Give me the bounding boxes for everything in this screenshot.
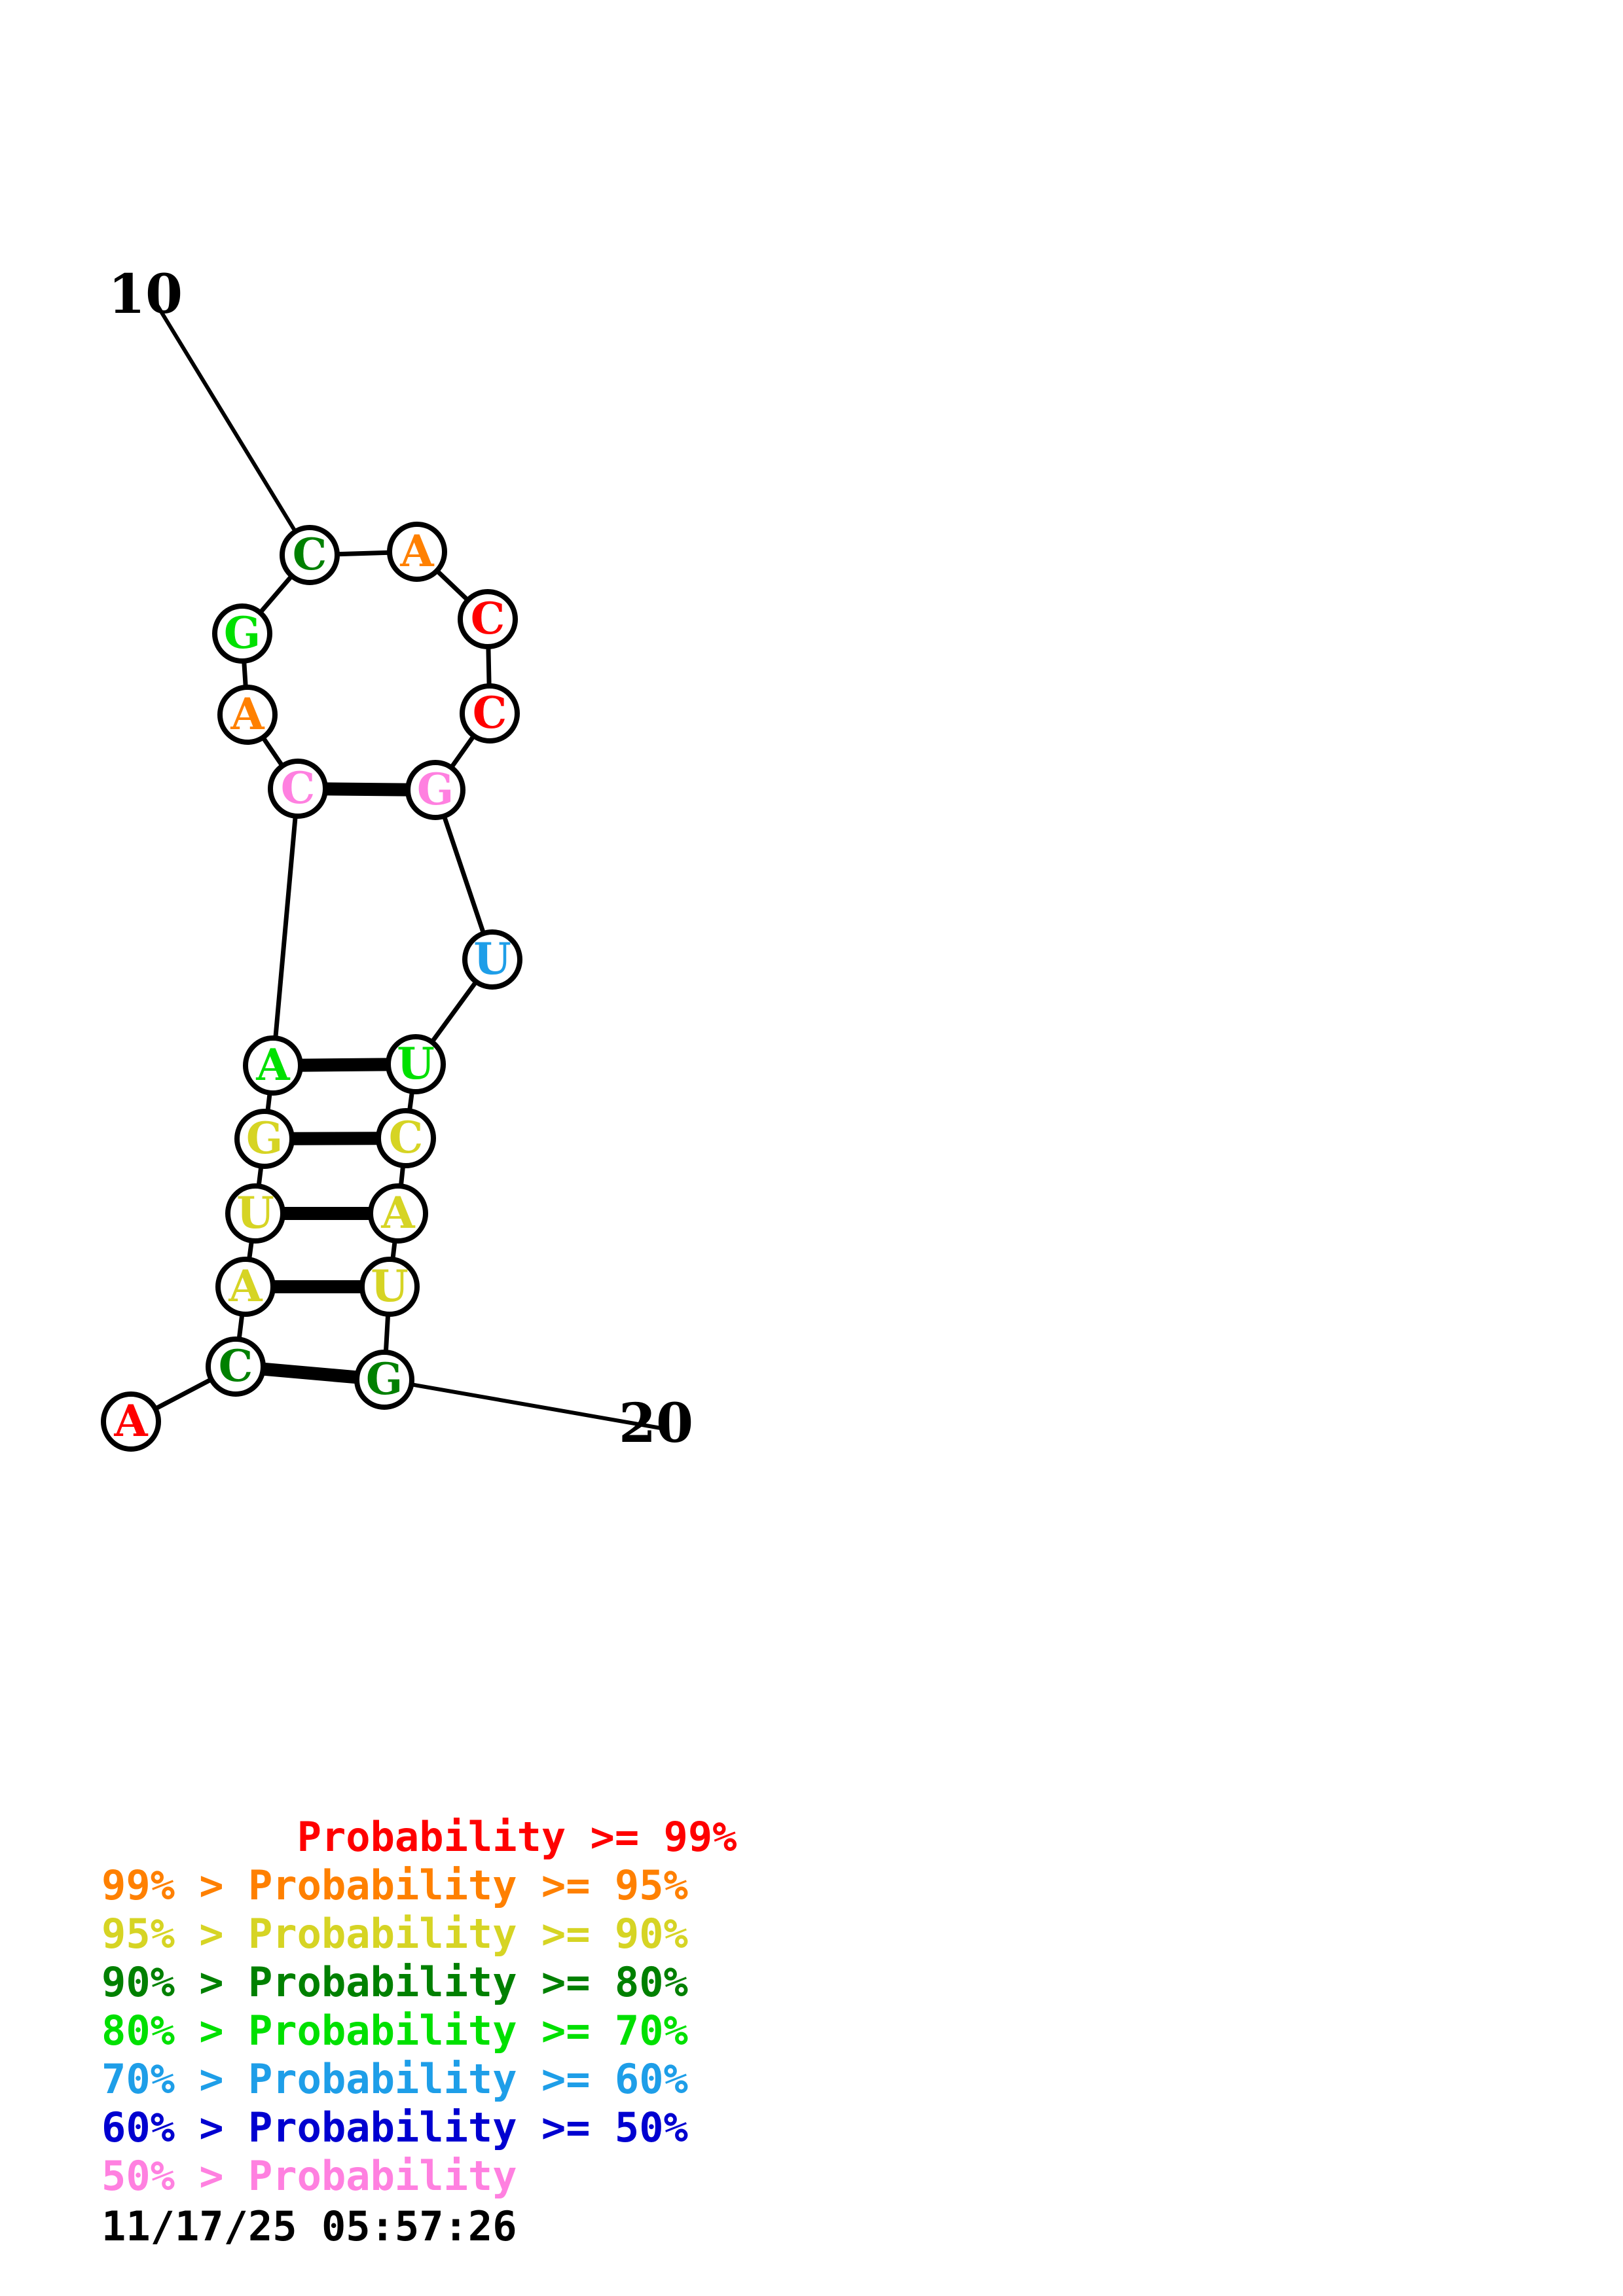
nucleotide-c[interactable]: C	[376, 1108, 436, 1168]
nucleotide-a[interactable]: A	[387, 522, 447, 582]
nucleotide-label: U	[473, 933, 511, 984]
nucleotide-label: A	[380, 1187, 415, 1238]
legend-row-left	[101, 1813, 297, 1861]
nucleotide-u[interactable]: U	[462, 929, 522, 990]
nucleotide-g[interactable]: G	[405, 760, 465, 820]
legend-row-left: 60% >	[101, 2104, 248, 2151]
legend-row-text: Probability >= 70%	[247, 2007, 688, 2054]
label-10: 10	[108, 263, 183, 326]
nucleotide-label: U	[236, 1187, 274, 1238]
legend-row: Probability >= 99%	[101, 1813, 887, 1861]
nucleotide-label: G	[246, 1113, 283, 1164]
nucleotide-a[interactable]: A	[368, 1183, 428, 1244]
timestamp: 11/17/25 05:57:26	[101, 2202, 517, 2250]
nucleotide-g[interactable]: G	[212, 603, 272, 664]
legend-row: 50% > Probability	[101, 2152, 887, 2200]
backbone-bonds	[153, 550, 492, 1411]
legend-row-text: Probability	[247, 2152, 517, 2200]
legend-row-left: 50% >	[101, 2152, 248, 2200]
position-leader-lines	[152, 298, 666, 1431]
legend-row-text: Probability >= 99%	[297, 1813, 737, 1861]
nucleotide-u[interactable]: U	[386, 1034, 446, 1094]
nucleotide-label: A	[113, 1395, 148, 1446]
nucleotide-c[interactable]: C	[458, 589, 518, 649]
nucleotide-g[interactable]: G	[234, 1109, 295, 1169]
legend-row-text: Probability >= 80%	[247, 1958, 688, 2006]
nucleotide-c[interactable]: C	[280, 525, 340, 585]
nucleotide-label: U	[397, 1038, 435, 1089]
nucleotide-g[interactable]: G	[354, 1350, 414, 1410]
label-20: 20	[619, 1392, 693, 1455]
legend-row-left: 99% >	[101, 1861, 248, 1909]
nucleotide-label: A	[228, 1261, 263, 1312]
position-number-labels: 10 20	[108, 263, 693, 1455]
legend-row: 60% > Probability >= 50%	[101, 2104, 887, 2152]
nucleotide-label: C	[293, 529, 327, 580]
nucleotide-label: G	[417, 764, 454, 815]
legend-row: 99% > Probability >= 95%	[101, 1861, 887, 1910]
nucleotide-label: A	[230, 689, 264, 740]
nucleotide-label: A	[255, 1039, 290, 1090]
legend-row-text: Probability >= 50%	[247, 2104, 688, 2151]
nucleotide-a[interactable]: A	[101, 1391, 161, 1452]
legend-row: 90% > Probability >= 80%	[101, 1958, 887, 2007]
nucleotide-label: C	[219, 1340, 253, 1391]
nucleotide-label: C	[281, 762, 316, 814]
legend-row: 80% > Probability >= 70%	[101, 2007, 887, 2055]
nucleotide-u[interactable]: U	[359, 1257, 420, 1317]
legend-row: 95% > Probability >= 90%	[101, 1910, 887, 1958]
nucleotide-a[interactable]: A	[243, 1035, 303, 1096]
nucleotide-a[interactable]: A	[215, 1257, 276, 1317]
legend-row-left: 90% >	[101, 1958, 248, 2006]
legend-row-text: Probability >= 90%	[247, 1910, 688, 1958]
nucleotide-a[interactable]: A	[217, 685, 278, 745]
base-pair-bonds	[262, 782, 409, 1384]
nucleotide-c[interactable]: C	[206, 1336, 266, 1397]
nucleotide-label: G	[224, 607, 261, 658]
legend-row-text: Probability >= 95%	[247, 1861, 688, 1909]
nucleotide-label: A	[399, 526, 434, 577]
nucleotide-label: C	[473, 687, 507, 738]
legend-row: 70% > Probability >= 60%	[101, 2055, 887, 2104]
legend-row-left: 80% >	[101, 2007, 248, 2054]
legend-row-left: 95% >	[101, 1910, 248, 1958]
legend-row-left: 70% >	[101, 2055, 248, 2103]
nucleotide-u[interactable]: U	[225, 1183, 285, 1244]
nucleotide-c[interactable]: C	[460, 683, 520, 744]
nucleotide-label: C	[471, 593, 505, 644]
nucleotide-c[interactable]: C	[268, 759, 328, 819]
nucleotide-label: U	[371, 1261, 409, 1312]
legend-row-text: Probability >= 60%	[247, 2055, 688, 2103]
nucleotide-label: C	[389, 1112, 424, 1163]
probability-legend: Probability >= 99% 99% > Probability >= …	[101, 1813, 887, 2200]
nucleotide-label: G	[366, 1354, 403, 1405]
